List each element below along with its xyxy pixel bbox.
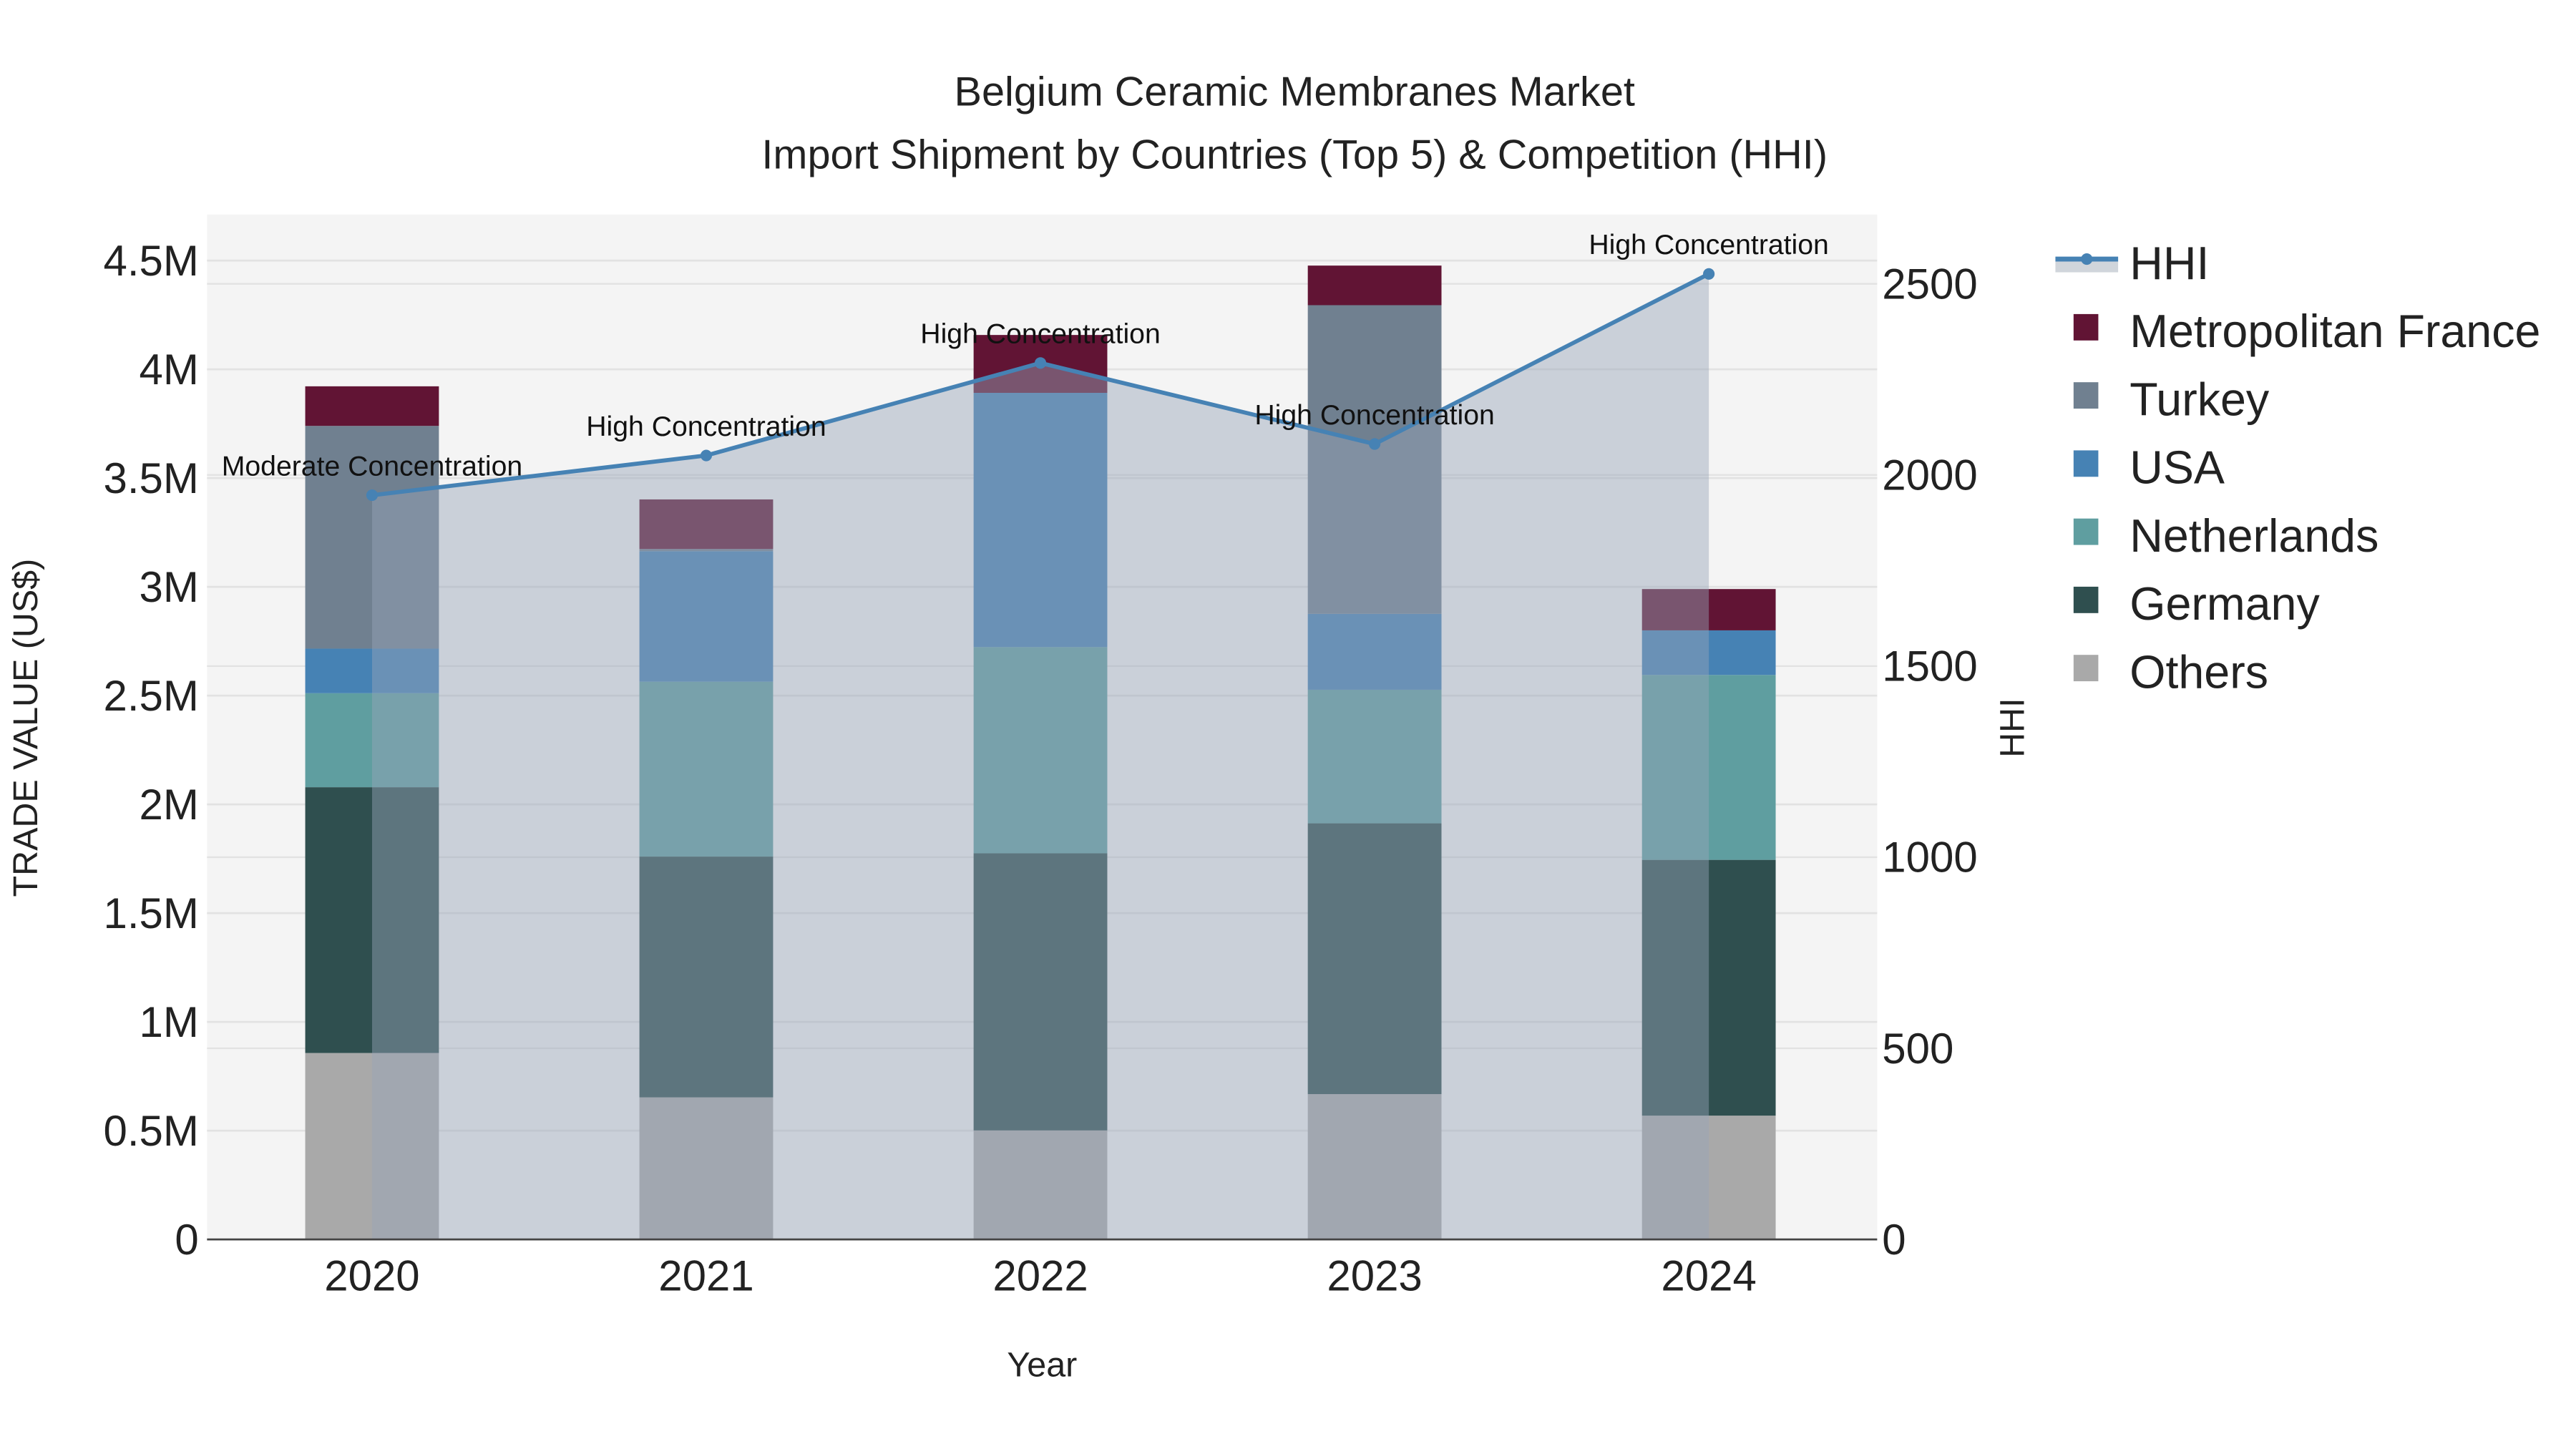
hhi-annotation: Moderate Concentration: [222, 451, 522, 482]
bar-germany: [1641, 859, 1776, 1116]
chart-subtitle: Import Shipment by Countries (Top 5) & C…: [761, 132, 1828, 177]
bar-usa: [1641, 630, 1776, 675]
legend-hhi-marker: [2081, 253, 2093, 265]
y2-axis-title: HHI: [1994, 698, 2032, 757]
bar-germany: [639, 857, 774, 1098]
hhi-point: [366, 489, 379, 502]
bar-usa: [305, 648, 439, 693]
legend-swatch-metropolitan-france: [2073, 313, 2099, 341]
y-tick-label: 1.5M: [103, 889, 198, 937]
y2-tick-label: 500: [1882, 1025, 1953, 1073]
bar-netherlands: [639, 681, 774, 857]
bar-netherlands: [973, 647, 1108, 854]
x-tick-label: 2023: [1327, 1252, 1422, 1300]
hhi-annotation: High Concentration: [1254, 400, 1494, 431]
legend-label: Metropolitan France: [2129, 306, 2540, 357]
bar-usa: [639, 551, 774, 682]
legend-swatch-germany: [2073, 586, 2099, 613]
bar-turkey: [639, 549, 774, 552]
y-tick-label: 0: [175, 1216, 198, 1264]
bar-usa: [973, 392, 1108, 648]
y-tick-label: 2M: [139, 781, 198, 829]
bar-metropolitan-france: [1307, 265, 1442, 306]
bar-turkey: [1307, 305, 1442, 614]
bar-germany: [1307, 823, 1442, 1095]
legend-label: Others: [2129, 646, 2268, 698]
y-tick-label: 3.5M: [103, 454, 198, 502]
legend-swatch-netherlands: [2073, 518, 2099, 545]
hhi-annotation: High Concentration: [586, 411, 826, 442]
y2-tick-label: 1500: [1882, 643, 1977, 691]
x-tick-label: 2020: [324, 1252, 419, 1300]
bar-others: [1641, 1116, 1776, 1240]
y-tick-label: 4.5M: [103, 237, 198, 285]
y2-tick-label: 2000: [1882, 452, 1977, 499]
hhi-point: [1034, 357, 1047, 369]
bar-netherlands: [1307, 689, 1442, 824]
legend-label: Netherlands: [2129, 510, 2379, 562]
legend-swatch-others: [2073, 655, 2099, 682]
legend-label: Germany: [2129, 578, 2320, 630]
legend-swatch-turkey: [2073, 382, 2099, 409]
y-tick-label: 0.5M: [103, 1107, 198, 1155]
bar-others: [1307, 1094, 1442, 1240]
bar-others: [973, 1130, 1108, 1240]
legend-swatch-usa: [2073, 450, 2099, 477]
legend-label: Turkey: [2129, 374, 2270, 425]
hhi-annotation: High Concentration: [920, 319, 1160, 350]
y-tick-label: 1M: [139, 998, 198, 1046]
bar-germany: [305, 787, 439, 1053]
bar-metropolitan-france: [1641, 589, 1776, 630]
y2-tick-label: 0: [1882, 1216, 1906, 1264]
bar-usa: [1307, 613, 1442, 690]
y-tick-label: 2.5M: [103, 672, 198, 720]
y2-tick-label: 1000: [1882, 834, 1977, 882]
bar-netherlands: [1641, 675, 1776, 860]
bar-germany: [973, 853, 1108, 1131]
hhi-point: [1369, 438, 1381, 450]
x-tick-label: 2021: [658, 1252, 753, 1300]
hhi-annotation: High Concentration: [1589, 230, 1828, 260]
x-tick-label: 2024: [1661, 1252, 1756, 1300]
x-tick-label: 2022: [992, 1252, 1088, 1300]
bar-metropolitan-france: [639, 499, 774, 550]
chart-title: Belgium Ceramic Membranes Market: [955, 69, 1635, 115]
legend-hhi-area-swatch: [2055, 260, 2119, 273]
hhi-point: [700, 449, 713, 462]
legend-label: HHI: [2129, 238, 2209, 289]
hhi-area: [371, 273, 1709, 1240]
hhi-point: [1703, 268, 1715, 280]
y-axis-title: TRADE VALUE (US$): [6, 559, 45, 897]
y2-tick-label: 2500: [1882, 260, 1977, 308]
bar-metropolitan-france: [305, 386, 439, 426]
legend-label: USA: [2129, 442, 2225, 494]
bar-others: [639, 1097, 774, 1240]
x-axis-title: Year: [1007, 1346, 1077, 1385]
y-tick-label: 3M: [139, 563, 198, 611]
bar-turkey: [305, 426, 439, 649]
bar-netherlands: [305, 693, 439, 788]
y-tick-label: 4M: [139, 346, 198, 394]
bar-others: [305, 1053, 439, 1240]
